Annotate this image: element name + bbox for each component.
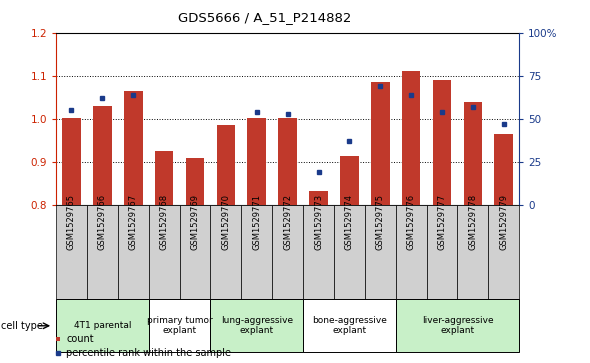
- Text: 4T1 parental: 4T1 parental: [74, 321, 131, 330]
- Bar: [56, 205, 87, 299]
- Bar: [56, 337, 60, 341]
- Bar: [309, 191, 328, 205]
- Bar: [396, 299, 519, 352]
- Bar: [241, 205, 272, 299]
- Bar: [124, 91, 143, 205]
- Text: primary tumor
explant: primary tumor explant: [147, 316, 212, 335]
- Bar: [272, 205, 303, 299]
- Text: count: count: [66, 334, 94, 344]
- Bar: [62, 118, 81, 205]
- Bar: [494, 134, 513, 205]
- Bar: [278, 118, 297, 205]
- Bar: [457, 205, 489, 299]
- Text: GSM1529774: GSM1529774: [345, 195, 354, 250]
- Bar: [489, 205, 519, 299]
- Bar: [340, 155, 359, 205]
- Text: GSM1529767: GSM1529767: [129, 194, 137, 250]
- Text: GSM1529777: GSM1529777: [438, 194, 447, 250]
- Text: GSM1529770: GSM1529770: [221, 195, 230, 250]
- Bar: [149, 299, 211, 352]
- Bar: [93, 106, 112, 205]
- Text: GSM1529766: GSM1529766: [98, 194, 107, 250]
- Bar: [118, 205, 149, 299]
- Bar: [211, 299, 303, 352]
- Bar: [303, 205, 334, 299]
- Bar: [371, 82, 389, 205]
- Text: liver-aggressive
explant: liver-aggressive explant: [422, 316, 493, 335]
- Bar: [303, 299, 396, 352]
- Bar: [211, 205, 241, 299]
- Text: GSM1529779: GSM1529779: [499, 195, 508, 250]
- Bar: [427, 205, 457, 299]
- Text: GDS5666 / A_51_P214882: GDS5666 / A_51_P214882: [178, 11, 351, 24]
- Text: cell type: cell type: [1, 321, 43, 331]
- Bar: [334, 205, 365, 299]
- Bar: [179, 205, 211, 299]
- Bar: [87, 205, 118, 299]
- Text: GSM1529776: GSM1529776: [407, 194, 415, 250]
- Bar: [149, 205, 179, 299]
- Bar: [186, 158, 204, 205]
- Text: GSM1529768: GSM1529768: [160, 194, 169, 250]
- Bar: [217, 125, 235, 205]
- Bar: [247, 118, 266, 205]
- Text: GSM1529775: GSM1529775: [376, 195, 385, 250]
- Text: GSM1529771: GSM1529771: [253, 195, 261, 250]
- Text: GSM1529769: GSM1529769: [191, 195, 199, 250]
- Text: lung-aggressive
explant: lung-aggressive explant: [221, 316, 293, 335]
- Bar: [396, 205, 427, 299]
- Text: percentile rank within the sample: percentile rank within the sample: [66, 348, 231, 358]
- Text: bone-aggressive
explant: bone-aggressive explant: [312, 316, 387, 335]
- Text: GSM1529773: GSM1529773: [314, 194, 323, 250]
- Bar: [432, 80, 451, 205]
- Bar: [402, 72, 421, 205]
- Text: GSM1529765: GSM1529765: [67, 195, 76, 250]
- Text: GSM1529772: GSM1529772: [283, 195, 292, 250]
- Bar: [464, 102, 482, 205]
- Bar: [56, 299, 149, 352]
- Text: GSM1529778: GSM1529778: [468, 194, 477, 250]
- Bar: [155, 151, 173, 205]
- Bar: [365, 205, 396, 299]
